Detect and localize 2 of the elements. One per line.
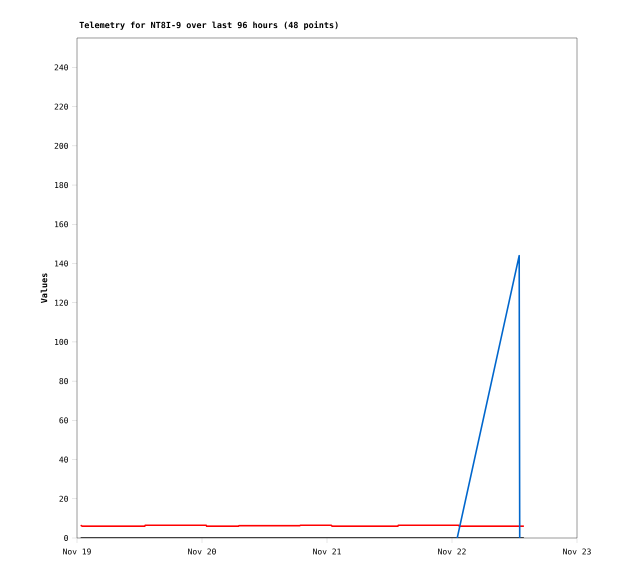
chart-title: Telemetry for NT8I-9 over last 96 hours (48 points) xyxy=(80,21,338,30)
y-axis-title: Values xyxy=(40,273,48,304)
